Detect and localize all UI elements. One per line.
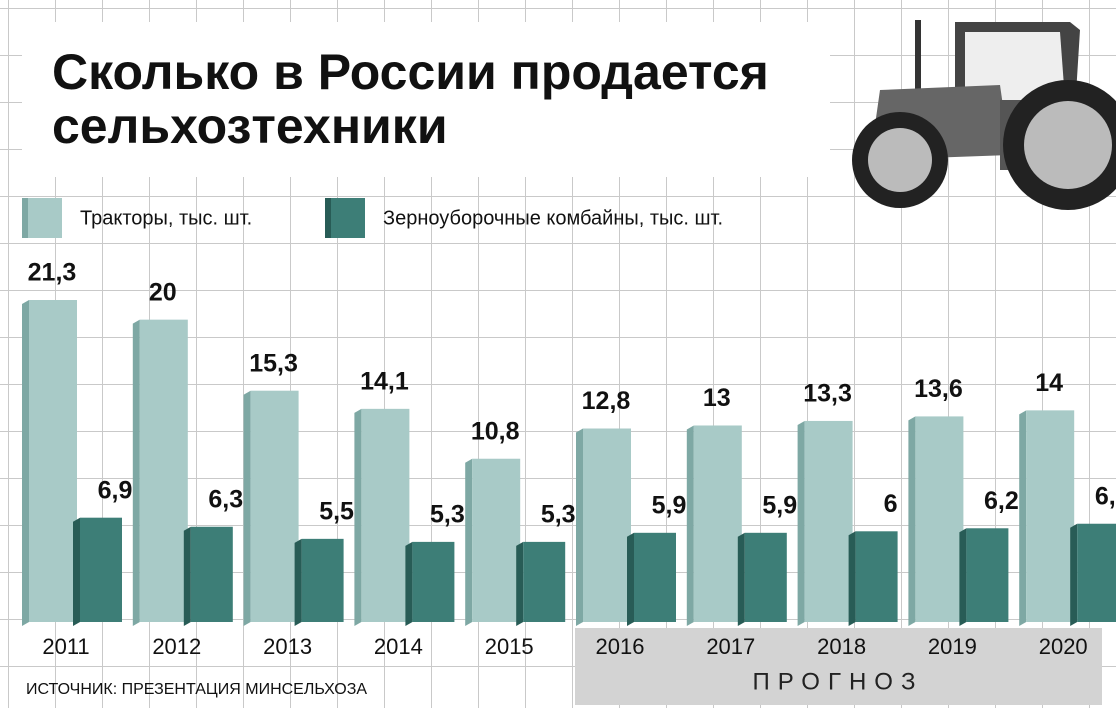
x-tick-label: 2019 <box>928 634 977 659</box>
bar <box>302 539 344 622</box>
value-label: 6,5 <box>1095 482 1116 510</box>
legend-swatch-side <box>325 198 331 238</box>
value-label: 21,3 <box>28 259 77 287</box>
value-label: 6 <box>884 490 898 518</box>
x-tick-label: 2016 <box>596 634 645 659</box>
value-label: 5,9 <box>652 491 687 519</box>
bar-side <box>908 416 915 626</box>
bar <box>634 533 676 622</box>
value-label: 10,8 <box>471 417 520 445</box>
bar <box>805 421 853 622</box>
bar <box>915 416 963 622</box>
bar-side <box>465 459 472 626</box>
bar-side <box>1070 524 1077 626</box>
value-label: 13,6 <box>914 375 963 403</box>
value-label: 6,2 <box>984 487 1019 515</box>
bar <box>361 409 409 622</box>
bar-side <box>849 531 856 626</box>
bar <box>694 425 742 622</box>
chart-title-line: сельхозтехники <box>52 98 448 154</box>
bar <box>191 527 233 622</box>
bar <box>1077 524 1116 622</box>
bar <box>412 542 454 622</box>
chart-title-line: Сколько в России продается <box>52 44 769 100</box>
bar <box>140 320 188 622</box>
legend-label: Зерноуборочные комбайны, тыс. шт. <box>383 207 723 229</box>
bar <box>29 300 77 622</box>
bar <box>583 428 631 622</box>
chart: Сколько в России продается сельхозтехник… <box>0 0 1116 708</box>
bar-side <box>73 518 80 626</box>
bar-side <box>184 527 191 626</box>
bar-side <box>22 300 29 626</box>
bar-side <box>244 391 251 626</box>
bar-side <box>687 425 694 626</box>
bar-side <box>354 409 361 626</box>
value-label: 14,1 <box>360 367 409 395</box>
bar-side <box>1019 410 1026 626</box>
bar-side <box>295 539 302 626</box>
x-tick-label: 2014 <box>374 634 423 659</box>
legend-swatch-side <box>22 198 28 238</box>
x-tick-label: 2020 <box>1039 634 1088 659</box>
value-label: 5,9 <box>762 491 797 519</box>
bar-side <box>405 542 412 626</box>
value-label: 13 <box>703 384 731 412</box>
value-label: 5,3 <box>541 500 576 528</box>
bar-side <box>576 428 583 626</box>
value-label: 5,3 <box>430 500 465 528</box>
bar <box>966 528 1008 622</box>
x-tick-label: 2018 <box>817 634 866 659</box>
bar <box>1026 410 1074 622</box>
x-tick-label: 2015 <box>485 634 534 659</box>
value-label: 15,3 <box>249 349 298 377</box>
bar <box>856 531 898 622</box>
bar <box>745 533 787 622</box>
bar-side <box>738 533 745 626</box>
forecast-label: ПРОГНОЗ <box>753 668 924 695</box>
bar <box>251 391 299 622</box>
source: ИСТОЧНИК: ПРЕЗЕНТАЦИЯ МИНСЕЛЬХОЗА <box>26 681 367 698</box>
bar <box>523 542 565 622</box>
x-tick-label: 2017 <box>706 634 755 659</box>
x-tick-label: 2013 <box>263 634 312 659</box>
value-label: 5,5 <box>319 497 354 525</box>
bar <box>80 518 122 622</box>
value-label: 20 <box>149 278 177 306</box>
value-label: 13,3 <box>803 380 852 408</box>
bar-side <box>627 533 634 626</box>
tractor-icon <box>852 20 1116 210</box>
value-label: 6,3 <box>208 485 243 513</box>
bar-side <box>959 528 966 626</box>
bar-side <box>516 542 523 626</box>
x-tick-label: 2012 <box>152 634 201 659</box>
page: Сколько в России продается сельхозтехник… <box>0 0 1116 708</box>
bar-side <box>798 421 805 626</box>
legend-label: Тракторы, тыс. шт. <box>80 207 252 229</box>
bar <box>472 459 520 622</box>
x-tick-label: 2011 <box>42 634 89 659</box>
value-label: 6,9 <box>98 476 133 504</box>
bar-side <box>133 320 140 626</box>
value-label: 12,8 <box>582 387 631 415</box>
value-label: 14 <box>1035 369 1063 397</box>
